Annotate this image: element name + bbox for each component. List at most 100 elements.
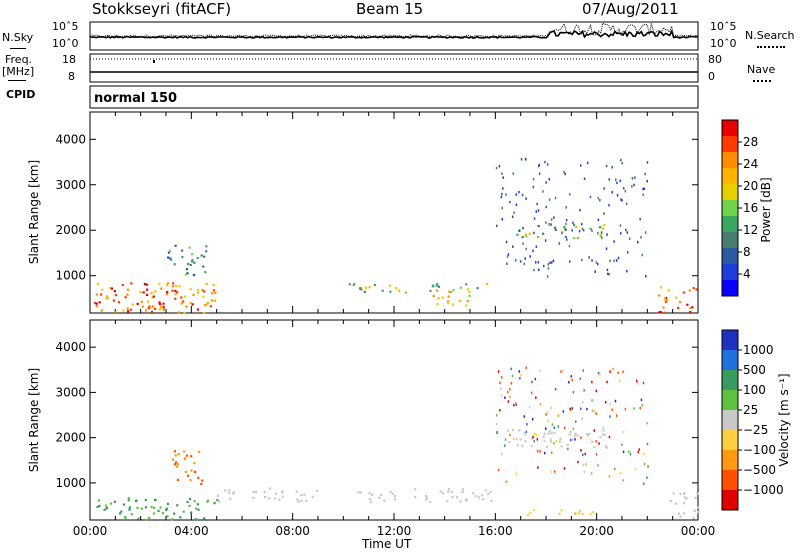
power-cell: [689, 307, 692, 310]
power-colorbar-swatch: [722, 248, 738, 265]
power-cell: [202, 295, 205, 298]
freq-tick-hi: 18: [62, 53, 76, 66]
power-cell: [452, 289, 455, 292]
velocity-cell: [268, 497, 271, 500]
velocity-cell: [674, 502, 677, 505]
power-cell: [404, 291, 407, 294]
power-sparse-cell: [548, 198, 551, 201]
power-cell: [573, 237, 576, 240]
velocity-cell: [188, 504, 191, 507]
noise-tick-left-hi: 10ˆ5: [52, 20, 79, 33]
power-cell: [140, 300, 143, 303]
power-cell: [458, 299, 461, 303]
velocity-colorbar-swatch: [722, 490, 738, 511]
power-cell: [206, 301, 209, 304]
power-sparse-cell: [626, 231, 628, 234]
power-cell: [214, 291, 217, 294]
velocity-sparse-cell: [507, 429, 509, 432]
velocity-sparse-cell: [608, 475, 611, 478]
power-sparse-cell: [644, 231, 647, 234]
velocity-cell: [197, 508, 200, 511]
noise-panel-traces: [89, 22, 699, 39]
velocity-sparse-cell: [646, 476, 648, 479]
velocity-cell: [165, 507, 168, 510]
velocity-sparse-cell: [550, 406, 552, 409]
power-cell: [110, 287, 114, 290]
velocity-cell: [127, 499, 130, 502]
velocity-sparse-cell: [514, 401, 517, 405]
velocity-cell: [682, 512, 685, 515]
power-cell: [485, 283, 489, 286]
velocity-cell: [368, 492, 371, 495]
velocity-cell: [127, 497, 130, 500]
velocity-sparse-cell: [503, 444, 506, 447]
power-colorbar-swatch: [722, 232, 738, 249]
power-sparse-cell: [597, 231, 599, 235]
cpid-label: CPID: [6, 88, 36, 101]
freq-tick-lo: 8: [68, 70, 75, 83]
power-cell: [210, 299, 213, 302]
nave-legend-dotted: [753, 80, 771, 82]
velocity-cell: [550, 440, 553, 443]
velocity-cell: [566, 443, 569, 446]
power-sparse-cell: [625, 202, 628, 205]
velocity-sparse-cell: [609, 402, 612, 405]
power-sparse-cell: [519, 260, 522, 263]
velocity-cell: [441, 492, 444, 495]
velocity-sparse-cell: [618, 379, 621, 383]
power-sparse-cell: [641, 253, 643, 257]
power-sparse-cell: [631, 177, 634, 180]
power-cell: [160, 306, 163, 309]
power-sparse-cell: [547, 267, 550, 270]
cpid-mode-label: normal 150: [94, 91, 178, 106]
power-cell: [663, 311, 666, 314]
velocity-cell: [189, 498, 192, 501]
nsky-label: N.Sky: [2, 31, 34, 44]
velocity-cell: [201, 479, 204, 482]
velocity-cell: [547, 432, 550, 435]
power-cell: [695, 288, 698, 291]
power-cell: [202, 265, 205, 268]
velocity-cell: [144, 506, 147, 509]
velocity-cell: [154, 498, 157, 501]
velocity-cell: [571, 438, 574, 441]
power-sparse-cell: [586, 161, 589, 165]
power-sparse-cell: [639, 217, 641, 221]
velocity-sparse-cell: [519, 377, 521, 380]
power-cell: [196, 308, 199, 311]
power-sparse-cell: [626, 269, 628, 273]
velocity-sparse-cell: [595, 412, 597, 415]
velocity-cell: [278, 498, 281, 501]
velocity-sparse-cell: [535, 396, 537, 399]
power-sparse-cell: [608, 204, 610, 207]
power-sparse-cell: [613, 259, 615, 262]
velocity-cell: [173, 450, 176, 453]
power-sparse-cell: [588, 256, 590, 259]
velocity-cell: [604, 445, 607, 448]
nave-dip-mark: [153, 60, 155, 63]
velocity-cell: [252, 491, 255, 494]
velocity-sparse-cell: [581, 417, 583, 420]
power-cell: [112, 299, 115, 302]
velocity-sparse-cell: [604, 401, 607, 404]
power-cell: [395, 286, 398, 290]
power-colorbar-swatch: [722, 216, 738, 233]
velocity-cell: [414, 488, 417, 491]
velocity-sparse-cell: [640, 398, 643, 402]
power-sparse-cell: [616, 194, 619, 197]
power-cell: [466, 300, 469, 303]
power-sparse-cell: [558, 242, 561, 245]
velocity-cell: [603, 433, 606, 436]
velocity-cell: [447, 490, 450, 493]
power-cell: [188, 246, 191, 249]
velocity-sparse-cell: [580, 449, 582, 452]
power-sparse-cell: [646, 179, 648, 183]
power-cell: [466, 288, 469, 291]
velocity-cell: [439, 490, 442, 493]
power-colorbar-tick-label: 8: [743, 245, 751, 259]
power-sparse-cell: [583, 177, 586, 180]
power-cell: [468, 294, 471, 297]
power-cell: [167, 251, 170, 254]
velocity-cell: [97, 499, 101, 502]
velocity-sparse-cell: [583, 389, 585, 392]
